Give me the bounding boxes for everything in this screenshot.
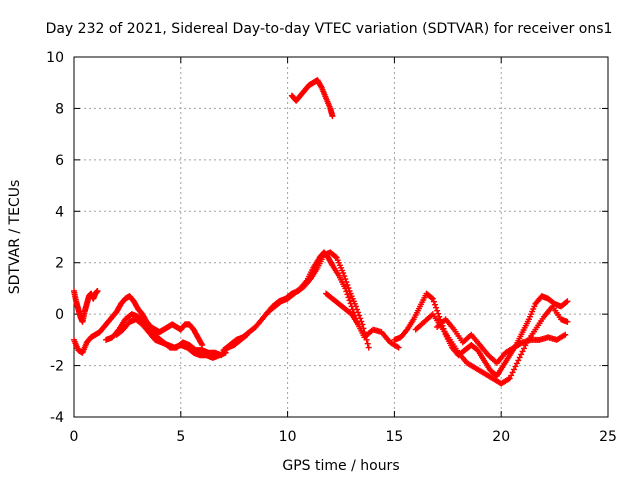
data-point [344,282,351,288]
plot-border [73,56,609,418]
data-point [516,354,523,361]
data-point [511,366,518,373]
chart-title: Day 232 of 2021, Sidereal Day-to-day VTE… [46,21,613,37]
y-tick-label: 8 [55,101,64,117]
data-point [352,303,359,310]
data-point [341,273,348,279]
data-point [344,291,351,298]
data-point [431,301,438,308]
data-point [515,357,522,364]
y-tick-label: 6 [55,153,64,169]
y-axis: -4 -2 0 2 4 6 8 10 [46,50,608,426]
data-point [346,297,353,304]
data-point [357,315,364,322]
series-track-c [103,311,251,359]
x-tick-label: 25 [599,429,617,445]
series-track-h [288,77,336,120]
data-point [364,340,371,347]
data-point [329,113,336,120]
data-point [345,285,352,291]
data-point [94,288,101,294]
y-tick-label: 2 [55,256,64,272]
x-tick-label: 10 [279,429,297,445]
data-point [358,318,365,325]
y-tick-label: 10 [46,50,64,66]
x-axis: 0 5 10 15 20 25 [70,57,617,445]
data-point [198,340,205,347]
series-track-b [71,288,101,325]
x-tick-label: 5 [176,429,185,445]
y-axis-label: SDTVAR / TECUs [7,180,23,295]
data-points [71,77,571,387]
data-point [518,351,525,358]
data-point [429,295,436,302]
data-point [430,298,437,305]
data-point [342,276,349,282]
data-point [428,294,435,301]
data-point [360,325,367,332]
data-point [434,307,441,314]
data-point [506,375,513,382]
data-point [435,310,442,317]
data-point [512,363,519,370]
data-point [520,345,527,352]
data-point [365,344,372,351]
data-point [307,276,314,283]
data-point [508,372,515,379]
data-point [363,336,370,343]
data-point [519,348,526,355]
x-axis-label: GPS time / hours [282,458,399,474]
y-tick-label: -4 [50,410,64,426]
data-point [354,306,361,313]
data-point [564,318,571,325]
grid [74,57,608,417]
data-point [332,253,339,260]
data-point [395,344,402,351]
data-point [340,270,347,276]
data-point [509,369,516,376]
data-point [355,309,362,316]
y-tick-label: -2 [50,359,64,375]
data-point [513,360,520,367]
y-tick-label: 4 [55,204,64,220]
data-point [361,329,368,336]
series-track-g [323,290,362,328]
x-tick-label: 0 [70,429,79,445]
series-track-f [263,249,372,351]
data-point [562,331,569,338]
x-tick-label: 15 [385,429,403,445]
data-point [362,333,369,339]
data-point [433,304,440,311]
data-point [343,279,350,285]
y-tick-label: 0 [55,307,64,323]
series-track-k [434,316,569,366]
data-point [563,299,570,306]
series-track-d [113,316,229,361]
x-tick-label: 20 [492,429,510,445]
data-point [356,312,363,319]
data-point [199,342,206,348]
data-point [564,298,571,305]
data-point [345,294,352,301]
data-point [318,83,325,90]
data-point [355,321,362,328]
